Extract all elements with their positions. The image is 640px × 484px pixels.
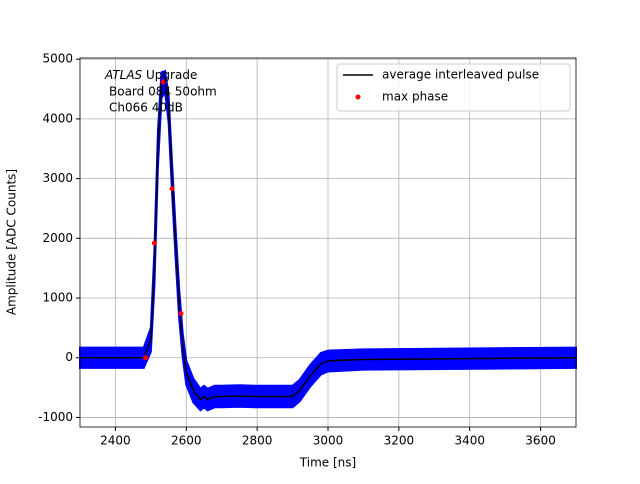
y-tick-label: 5000: [42, 52, 73, 66]
y-tick-label: 1000: [42, 291, 73, 305]
legend-label: max phase: [382, 90, 448, 104]
x-tick-label: 2600: [171, 434, 202, 448]
y-tick-label: 0: [65, 350, 73, 364]
annotation-upgrade: Upgrade: [146, 68, 197, 82]
annotation-atlas: ATLAS: [104, 68, 143, 82]
axes: 2400 2600 2800 3000 3200 3400 3600 -1000 0 1000 20…: [38, 52, 556, 448]
x-tick-label: 3400: [454, 434, 485, 448]
annotation: ATLAS Upgrade: [104, 68, 197, 82]
max-phase-point: [151, 240, 157, 246]
x-tick-label: 2800: [242, 434, 273, 448]
legend-box: [336, 63, 571, 112]
max-phase-point: [160, 79, 166, 85]
grid: [80, 58, 576, 427]
max-phase-point: [143, 355, 149, 361]
annotation: Ch066 40dB: [109, 101, 183, 115]
legend-marker: [355, 94, 361, 100]
x-tick-label: 2400: [100, 434, 131, 448]
legend-label: average interleaved pulse: [382, 68, 539, 82]
max-phase-point: [178, 311, 184, 317]
x-tick-label: 3200: [384, 434, 415, 448]
y-tick-label: 3000: [42, 171, 73, 185]
y-tick-label: 4000: [42, 111, 73, 125]
y-axis-label: Amplitude [ADC Counts]: [5, 169, 19, 315]
y-tick-label: 2000: [42, 231, 73, 245]
annotation: Board 084 50ohm: [109, 85, 217, 99]
x-tick-label: 3000: [313, 434, 344, 448]
y-tick-label: -1000: [38, 410, 73, 424]
max-phase-point: [169, 186, 175, 192]
x-axis-label: Time [ns]: [299, 456, 356, 470]
legend: average interleaved pulse max phase: [343, 68, 539, 104]
x-tick-label: 3600: [525, 434, 556, 448]
average-pulse-line: [80, 78, 577, 401]
